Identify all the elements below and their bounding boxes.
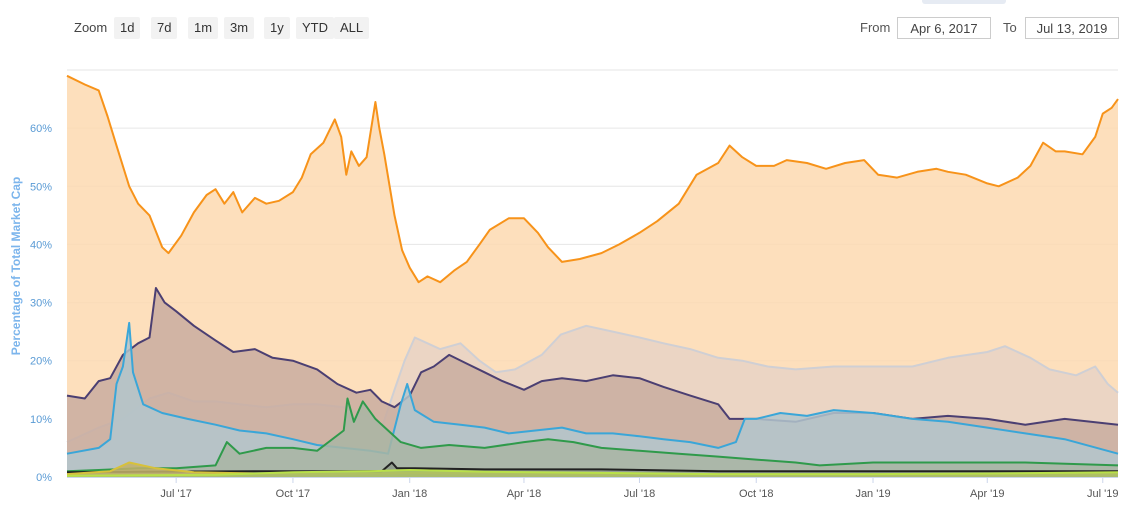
x-tick-label: Jul '18 xyxy=(624,488,655,500)
zoom-label: Zoom xyxy=(74,20,108,35)
x-tick-label: Jan '18 xyxy=(392,488,427,500)
axes: 0% 10% 20% 30% 40% 50% 60% Jul '17 Oct '17 Jan '1… xyxy=(30,123,1119,500)
x-tick-label: Oct '18 xyxy=(739,488,774,500)
series-line-7 xyxy=(66,469,1119,477)
series-line-4 xyxy=(66,397,1119,473)
zoom-button-3m[interactable]: 3m xyxy=(224,17,255,39)
zoom-button-7d[interactable]: 7d xyxy=(151,17,178,39)
y-tick-label: 20% xyxy=(30,356,52,368)
series-line-0 xyxy=(66,74,1119,284)
series-areas xyxy=(66,74,1119,478)
y-tick-label: 50% xyxy=(30,181,52,193)
y-axis-title: Percentage of Total Market Cap xyxy=(9,177,23,356)
y-tick-label: 0% xyxy=(36,472,52,484)
y-tick-label: 40% xyxy=(30,239,52,251)
zoom-button-1d[interactable]: 1d xyxy=(114,17,141,39)
from-date-input[interactable] xyxy=(897,17,991,39)
to-date-input[interactable] xyxy=(1025,17,1119,39)
navigator-scroll-hint xyxy=(922,0,1006,4)
zoom-button-1y[interactable]: 1y xyxy=(264,17,290,39)
x-tick-label: Apr '19 xyxy=(970,488,1005,500)
zoom-button-1m[interactable]: 1m xyxy=(188,17,219,39)
to-label: To xyxy=(1003,20,1017,35)
y-tick-label: 60% xyxy=(30,123,52,135)
series-line-3 xyxy=(66,321,1119,455)
x-tick-label: Jan '19 xyxy=(855,488,890,500)
y-tick-label: 30% xyxy=(30,298,52,310)
x-tick-label: Oct '17 xyxy=(276,488,311,500)
series-line-5 xyxy=(66,461,1118,474)
range-selector-bar: Zoom 1d 7d 1m 3m 1y YTD ALL From To xyxy=(0,0,1132,56)
from-label: From xyxy=(860,20,891,35)
y-tick-label: 10% xyxy=(30,414,52,426)
series-area-4 xyxy=(67,398,1118,477)
chart-svg: 0% 10% 20% 30% 40% 50% 60% Jul '17 Oct '17 Jan '1… xyxy=(9,69,1119,500)
x-tick-label: Jul '19 xyxy=(1087,488,1118,500)
series-area-3 xyxy=(67,322,1118,477)
x-tick-label: Apr '18 xyxy=(507,488,542,500)
zoom-button-ytd[interactable]: YTD xyxy=(296,17,334,39)
zoom-button-all[interactable]: ALL xyxy=(334,17,370,39)
x-tick-label: Jul '17 xyxy=(160,488,191,500)
market-cap-chart: 0% 10% 20% 30% 40% 50% 60% Jul '17 Oct '17 Jan '1… xyxy=(0,56,1132,510)
